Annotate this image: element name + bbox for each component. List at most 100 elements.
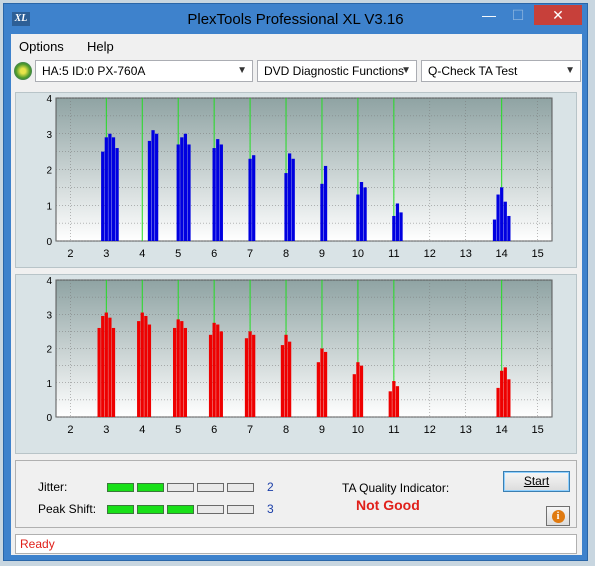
start-button[interactable]: Start: [503, 471, 570, 492]
data-bar: [252, 155, 256, 241]
ta-quality-label: TA Quality Indicator:: [342, 481, 450, 495]
data-bar: [115, 148, 119, 241]
data-bar: [507, 215, 511, 241]
x-tick-label: 4: [139, 248, 145, 260]
app-window: XL PlexTools Professional XL V3.16 — ☐ ✕…: [3, 3, 588, 561]
meter-segment: [227, 505, 254, 514]
x-tick-label: 2: [67, 248, 73, 260]
menu-options[interactable]: Options: [19, 39, 64, 54]
drive-select-value: HA:5 ID:0 PX-760A: [42, 64, 146, 78]
status-text: Ready: [20, 537, 55, 551]
data-bar: [316, 362, 320, 417]
data-bar: [496, 387, 500, 417]
data-bar: [244, 338, 249, 417]
data-bar: [507, 379, 511, 417]
results-panel: Jitter: 2 Peak Shift: 3 TA Quality Indic…: [15, 460, 577, 528]
title-bar[interactable]: XL PlexTools Professional XL V3.16 — ☐ ✕: [4, 4, 587, 34]
x-tick-label: 3: [103, 424, 109, 436]
data-bar: [212, 322, 216, 417]
data-bar: [496, 194, 500, 241]
x-tick-label: 12: [424, 424, 436, 436]
data-bar: [104, 312, 108, 417]
data-bar: [395, 386, 400, 417]
bottom-chart-panel: 0 1 2 3 4 2 3 4 5 6 7 8 9 10 11 12 13 14 15: [15, 274, 577, 454]
data-bar: [183, 327, 188, 417]
status-bar: Ready: [15, 534, 577, 554]
data-bar: [399, 212, 403, 241]
meter-segment: [167, 505, 194, 514]
data-bar: [248, 158, 252, 241]
meter-segment: [227, 483, 254, 492]
data-bar: [323, 351, 328, 417]
jitter-label: Jitter:: [38, 480, 68, 494]
app-logo-icon: XL: [12, 12, 30, 26]
info-button[interactable]: i: [546, 506, 570, 526]
drive-select[interactable]: HA:5 ID:0 PX-760A ▼: [35, 60, 253, 82]
data-bar: [352, 374, 356, 417]
data-bar: [180, 321, 184, 417]
data-bar: [151, 130, 155, 241]
window-title: PlexTools Professional XL V3.16: [187, 11, 404, 28]
peak-shift-label: Peak Shift:: [38, 502, 97, 516]
data-bar: [97, 327, 101, 417]
data-bar: [248, 331, 252, 417]
data-bar: [101, 315, 105, 417]
x-tick-label: 9: [319, 248, 325, 260]
x-tick-label: 10: [352, 424, 364, 436]
y-tick-label: 2: [46, 345, 52, 356]
data-bar: [144, 315, 148, 417]
data-bar: [320, 348, 324, 417]
x-tick-label: 7: [247, 248, 253, 260]
meter-segment: [107, 483, 134, 492]
data-bar: [212, 148, 216, 241]
x-tick-label: 4: [139, 424, 145, 436]
data-bar: [284, 334, 288, 417]
data-bar: [320, 183, 324, 241]
data-bar: [176, 319, 180, 417]
data-bar: [176, 144, 180, 241]
data-bar: [219, 331, 223, 417]
x-tick-label: 5: [175, 424, 181, 436]
data-bar: [503, 201, 507, 241]
x-tick-label: 15: [531, 248, 543, 260]
test-select[interactable]: Q-Check TA Test ▼: [421, 60, 581, 82]
data-bar: [492, 219, 497, 241]
data-bar: [140, 312, 144, 417]
minimize-button[interactable]: —: [482, 7, 496, 23]
data-bar: [284, 173, 288, 241]
meter-segment: [137, 505, 164, 514]
menu-help[interactable]: Help: [87, 39, 114, 54]
data-bar: [104, 137, 108, 241]
x-tick-label: 8: [283, 424, 289, 436]
data-bar: [187, 144, 191, 241]
data-bar: [219, 144, 223, 241]
test-select-value: Q-Check TA Test: [428, 64, 518, 78]
data-bar: [291, 158, 295, 241]
y-tick-label: 2: [46, 166, 52, 177]
data-bar: [111, 327, 116, 417]
x-tick-label: 6: [211, 248, 217, 260]
data-bar: [147, 324, 152, 417]
top-chart-panel: 0 1 2 3 4 2 3 4 5 6 7 8 9 10 11 12 13 14 15: [15, 92, 577, 268]
function-select[interactable]: DVD Diagnostic Functions ▼: [257, 60, 417, 82]
data-bar: [288, 153, 292, 241]
data-bar: [500, 187, 504, 241]
x-tick-label: 8: [283, 248, 289, 260]
chevron-down-icon: ▼: [237, 65, 247, 76]
maximize-button[interactable]: ☐: [511, 7, 525, 23]
data-bar: [395, 203, 400, 241]
plot-area: [55, 97, 553, 242]
data-bar: [111, 137, 116, 241]
data-bar: [363, 187, 367, 241]
function-select-value: DVD Diagnostic Functions: [264, 64, 405, 78]
x-tick-label: 12: [424, 248, 436, 260]
data-bar: [388, 391, 392, 417]
data-bar: [356, 362, 360, 417]
y-tick-label: 0: [46, 237, 52, 248]
disc-drive-icon: [14, 62, 32, 80]
data-bar: [288, 341, 292, 417]
data-bar: [216, 324, 220, 417]
data-bar: [208, 334, 213, 417]
close-button[interactable]: ✕: [534, 5, 582, 25]
x-tick-label: 13: [460, 248, 472, 260]
